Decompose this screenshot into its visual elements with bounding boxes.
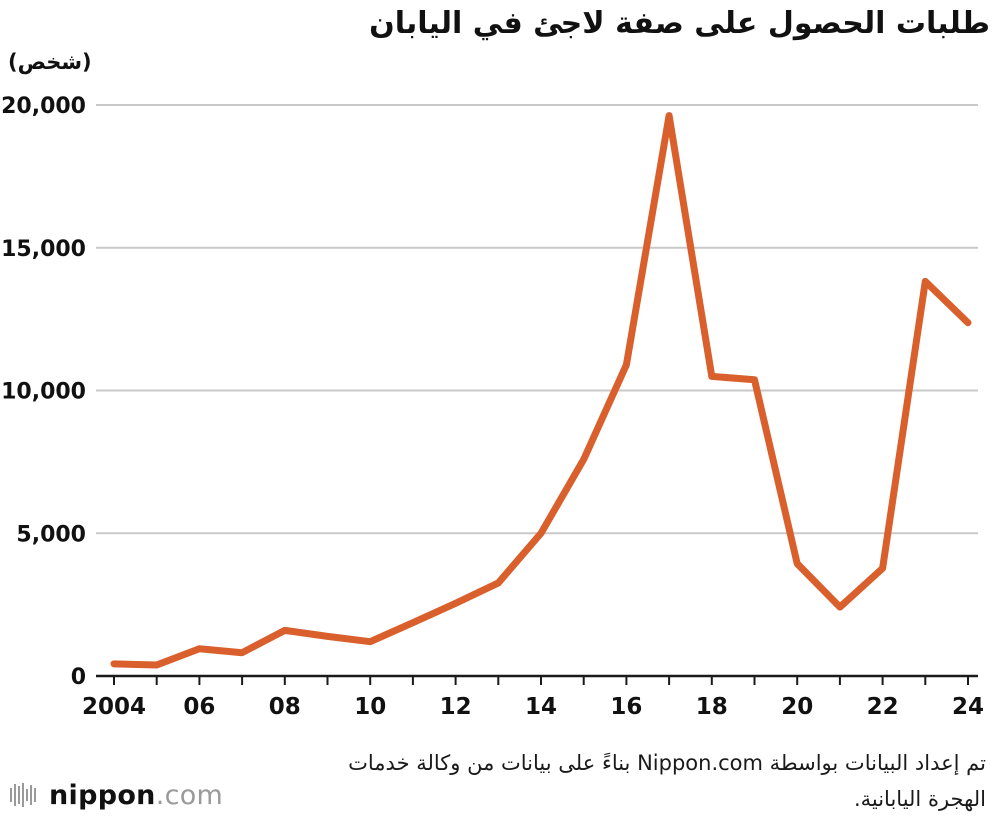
svg-text:20: 20 (781, 694, 813, 720)
chart-title: طلبات الحصول على صفة لاجئ في اليابان (369, 6, 990, 41)
logo-name: nippon (49, 779, 156, 811)
source-note-line2: الهجرة اليابانية. (853, 787, 986, 812)
source-note: تم إعداد البيانات بواسطة Nippon.com بناء… (180, 745, 986, 817)
nippon-logo: nippon.com (10, 779, 223, 811)
svg-text:24: 24 (952, 694, 984, 720)
svg-text:18: 18 (696, 694, 728, 720)
svg-text:16: 16 (610, 694, 642, 720)
refugee-applications-line-chart: 0 5,000 10,000 15,000 20,000 2004 06 08 10 12 14 16… (0, 85, 1000, 730)
svg-text:0: 0 (71, 665, 86, 690)
logo-wordmark: nippon.com (49, 780, 223, 811)
svg-text:12: 12 (440, 694, 472, 720)
svg-text:22: 22 (867, 694, 899, 720)
svg-text:2004: 2004 (82, 694, 146, 720)
logo-domain: .com (155, 779, 224, 811)
svg-text:10: 10 (354, 694, 386, 720)
sound-bars-icon (10, 779, 40, 811)
svg-text:10,000: 10,000 (1, 380, 86, 405)
svg-text:06: 06 (183, 694, 215, 720)
y-axis-unit-label: (شخص) (8, 50, 92, 74)
svg-text:20,000: 20,000 (1, 94, 86, 119)
svg-text:14: 14 (525, 694, 557, 720)
svg-text:5,000: 5,000 (16, 522, 86, 547)
svg-text:15,000: 15,000 (1, 237, 86, 262)
svg-text:08: 08 (269, 694, 301, 720)
source-note-line1: تم إعداد البيانات بواسطة Nippon.com بناء… (348, 751, 986, 775)
